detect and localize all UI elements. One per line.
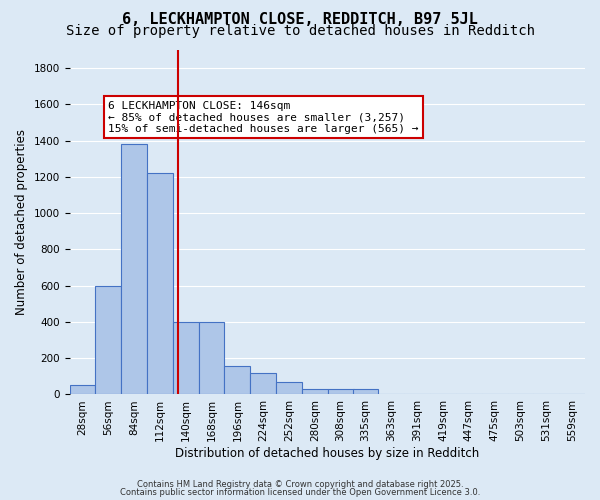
Bar — [353, 389, 379, 394]
Bar — [250, 372, 276, 394]
Bar — [173, 322, 199, 394]
X-axis label: Distribution of detached houses by size in Redditch: Distribution of detached houses by size … — [175, 447, 479, 460]
Text: Contains HM Land Registry data © Crown copyright and database right 2025.: Contains HM Land Registry data © Crown c… — [137, 480, 463, 489]
Text: 6 LECKHAMPTON CLOSE: 146sqm
← 85% of detached houses are smaller (3,257)
15% of : 6 LECKHAMPTON CLOSE: 146sqm ← 85% of det… — [108, 101, 419, 134]
Bar — [224, 366, 250, 394]
Bar — [276, 382, 302, 394]
Bar — [199, 322, 224, 394]
Bar — [302, 389, 328, 394]
Bar — [70, 386, 95, 394]
Bar — [147, 174, 173, 394]
Text: Contains public sector information licensed under the Open Government Licence 3.: Contains public sector information licen… — [120, 488, 480, 497]
Text: 6, LECKHAMPTON CLOSE, REDDITCH, B97 5JL: 6, LECKHAMPTON CLOSE, REDDITCH, B97 5JL — [122, 12, 478, 28]
Bar — [121, 144, 147, 394]
Bar — [328, 389, 353, 394]
Y-axis label: Number of detached properties: Number of detached properties — [15, 129, 28, 315]
Bar — [95, 286, 121, 395]
Text: Size of property relative to detached houses in Redditch: Size of property relative to detached ho… — [65, 24, 535, 38]
